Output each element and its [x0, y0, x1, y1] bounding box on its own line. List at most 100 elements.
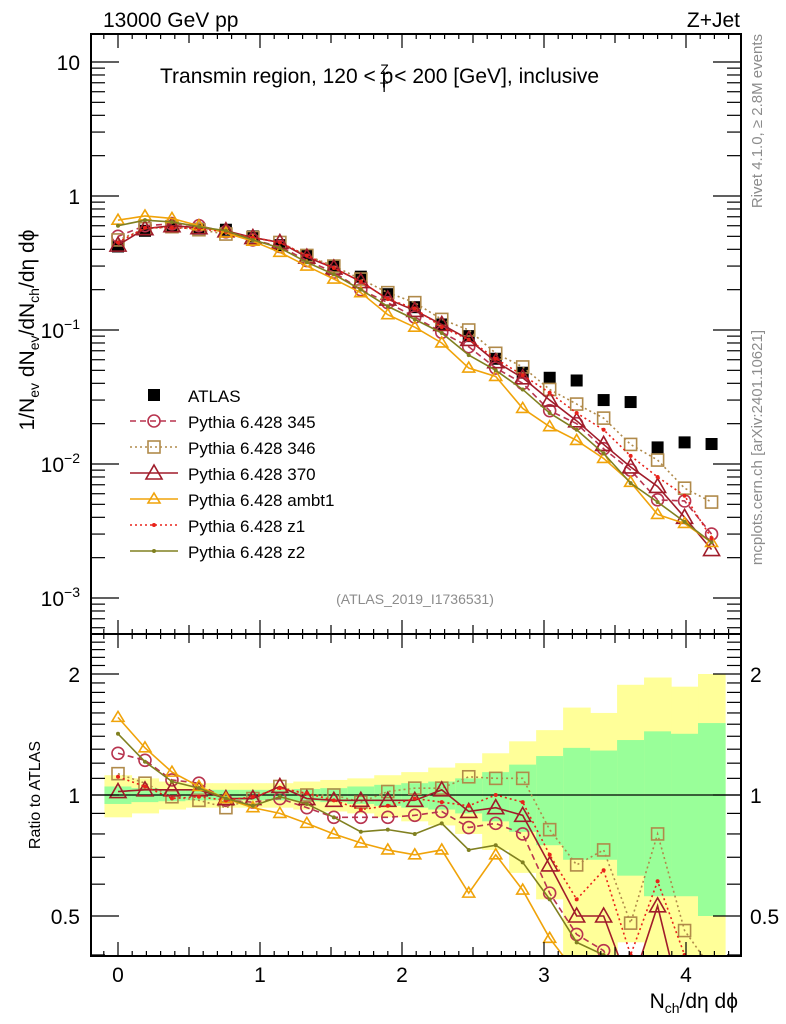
ratio-point	[648, 896, 667, 913]
data-point	[623, 437, 638, 452]
series-pythia-6-428-z1	[116, 225, 714, 541]
ratio-point	[169, 796, 174, 801]
data-point	[709, 540, 714, 545]
data-point	[542, 419, 558, 432]
ratio-point	[677, 923, 692, 938]
data-point	[277, 240, 282, 245]
inner-band-segment	[455, 778, 483, 814]
data-point	[169, 225, 174, 230]
ratio-point	[459, 801, 479, 819]
y-tick-label: 1	[68, 186, 80, 209]
data-point	[432, 314, 452, 332]
legend-marker	[152, 523, 156, 527]
ratio-y-tick-label-right: 0.5	[750, 906, 779, 929]
data-point	[520, 373, 525, 378]
data-point	[623, 474, 639, 488]
ratio-point	[250, 794, 255, 799]
ratio-point	[380, 842, 396, 855]
inner-band-segment	[536, 756, 564, 846]
ratio-point	[116, 774, 120, 779]
data-point	[162, 216, 182, 233]
ratio-y-axis-label: Ratio to ATLAS	[27, 741, 44, 849]
data-point	[628, 453, 633, 458]
data-point	[596, 411, 611, 425]
data-point	[594, 434, 614, 452]
data-point	[412, 306, 417, 311]
data-point	[135, 219, 155, 236]
data-point	[358, 279, 363, 284]
legend-label: Pythia 6.428 z1	[188, 517, 305, 536]
data-point	[116, 240, 120, 245]
plot-title: Transmin region, 120 < pZ T < 200 [GeV], …	[160, 61, 599, 95]
data-point	[705, 438, 718, 451]
data-point	[493, 356, 498, 361]
legend-label: Pythia 6.428 z2	[188, 543, 305, 562]
legend-marker	[152, 549, 156, 553]
ratio-point	[488, 816, 503, 831]
ratio-point	[520, 800, 525, 805]
data-point	[142, 225, 147, 230]
ratio-y-tick-label: 0.5	[51, 906, 80, 929]
data-point	[405, 300, 425, 318]
data-point	[628, 481, 633, 486]
y-tick-label: 10	[57, 52, 80, 75]
data-point	[461, 323, 476, 337]
data-point	[412, 317, 417, 322]
ratio-point	[623, 916, 638, 930]
ratio-point	[250, 803, 255, 808]
ratio-point	[625, 999, 637, 1011]
data-point	[597, 394, 610, 407]
ratio-point	[331, 798, 336, 803]
inner-band-segment	[590, 750, 618, 860]
series-line	[117, 223, 713, 535]
main-series-layer	[108, 208, 721, 557]
process-label: Z+Jet	[687, 9, 740, 32]
data-point	[601, 451, 606, 456]
x-tick-label: 4	[680, 964, 692, 987]
inner-band-segment	[698, 723, 726, 916]
ratio-point	[165, 773, 179, 787]
data-point	[326, 271, 342, 284]
legend-marker	[144, 463, 164, 480]
data-point	[569, 397, 584, 411]
ratio-point	[601, 868, 606, 873]
legend-marker	[147, 414, 161, 428]
svg-text:1/Nev dNev/dNch/dη dϕ: 1/Nev dNev/dNch/dη dϕ	[16, 230, 42, 431]
data-point	[704, 495, 719, 509]
x-axis-label: Nch/dη dϕ	[650, 990, 738, 1016]
ratio-point	[165, 789, 179, 804]
legend-label: Pythia 6.428 370	[188, 465, 316, 484]
ratio-point	[407, 781, 422, 795]
data-point	[709, 536, 714, 541]
ratio-point	[515, 771, 530, 786]
data-point	[513, 368, 533, 385]
ratio-y-tick-label: 1	[68, 785, 80, 808]
ratio-point	[540, 855, 560, 872]
ratio-point	[407, 847, 423, 860]
series-pythia-6-428-z2	[116, 218, 714, 545]
ratio-point	[164, 764, 180, 777]
ratio-point	[245, 800, 261, 813]
ratio-point	[191, 778, 207, 792]
data-point	[331, 266, 336, 271]
data-point	[385, 297, 390, 302]
ratio-point	[515, 882, 531, 895]
axis-ticks: 0 1 2 3 4 10 1 10−1 10−2 10−3 2 2 1 1 0.5 0.5	[41, 34, 779, 987]
legend: ATLAS Pythia 6.428 345 Pythia 6.428 346 Pyt…	[130, 387, 334, 562]
ratio-point	[598, 999, 610, 1009]
data-point	[358, 287, 363, 292]
y-tick-label: 10−3	[41, 584, 81, 611]
ratio-point	[304, 791, 309, 796]
ratio-series-pythia-6-428-z1	[116, 774, 687, 956]
ratio-point	[623, 981, 639, 995]
legend-entry: Pythia 6.428 ambt1	[130, 491, 334, 510]
data-point	[439, 330, 444, 335]
ratio-point	[542, 822, 557, 837]
ratio-point	[272, 805, 288, 819]
ratio-line	[117, 752, 608, 956]
ratio-point	[327, 810, 341, 825]
ratio-point	[142, 784, 147, 789]
ratio-point	[196, 786, 201, 791]
rivet-label: Rivet 4.1.0, ≥ 2.8M events	[749, 34, 766, 208]
